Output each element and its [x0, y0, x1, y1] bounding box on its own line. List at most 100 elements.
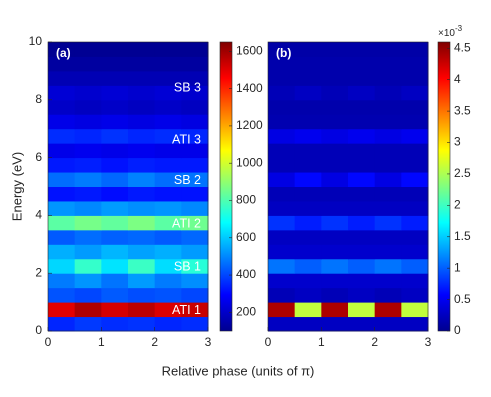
heat-cell	[348, 258, 376, 274]
heat-cell	[181, 229, 209, 245]
heat-cell	[348, 287, 376, 303]
heat-cell	[294, 114, 322, 130]
heat-cell	[268, 56, 296, 72]
heat-cell	[401, 200, 429, 216]
heat-cell	[181, 42, 209, 57]
heat-cell	[401, 229, 429, 245]
heat-cell	[268, 114, 296, 130]
heat-cell	[401, 287, 429, 303]
heat-cell	[321, 42, 349, 57]
heat-cell	[181, 273, 209, 289]
heat-cell	[101, 143, 129, 159]
heat-cell	[128, 128, 156, 144]
heat-cell	[128, 186, 156, 202]
heat-cell	[321, 99, 349, 115]
heat-cell	[181, 56, 209, 72]
colorbar	[219, 41, 233, 332]
heat-cell	[321, 85, 349, 101]
heat-cell	[128, 143, 156, 159]
heat-cell	[401, 70, 429, 86]
heat-cell	[374, 215, 402, 231]
heat-cell	[154, 287, 182, 303]
heat-cell	[154, 99, 182, 115]
heat-cell	[321, 287, 349, 303]
heat-cell	[74, 42, 102, 57]
colorbar	[437, 41, 451, 332]
heat-cell	[181, 287, 209, 303]
heat-cell	[181, 157, 209, 173]
heat-cell	[348, 229, 376, 245]
heat-cell	[74, 215, 102, 231]
heat-cell	[348, 273, 376, 289]
heat-cell	[294, 229, 322, 245]
multiplier-exponent: -3	[455, 24, 463, 33]
heat-cell	[128, 56, 156, 72]
heat-cell	[268, 42, 296, 57]
heat-cell	[294, 302, 322, 318]
heat-cell	[48, 287, 76, 303]
heat-cell	[48, 143, 76, 159]
heat-cell	[401, 143, 429, 159]
heat-cell	[48, 244, 76, 260]
heat-cell	[74, 186, 102, 202]
heat-cell	[401, 128, 429, 144]
heat-cell	[48, 99, 76, 115]
y-tick-label: 4	[35, 208, 42, 222]
heat-cell	[268, 157, 296, 173]
heat-cell	[154, 229, 182, 245]
heat-cell	[128, 316, 156, 332]
heat-cell	[101, 316, 129, 332]
heat-cell	[401, 114, 429, 130]
heat-cell	[74, 316, 102, 332]
heat-cell	[48, 229, 76, 245]
heat-cell	[74, 200, 102, 216]
heat-cell	[128, 42, 156, 57]
heat-cell	[128, 229, 156, 245]
heat-cell	[401, 99, 429, 115]
heat-cell	[154, 273, 182, 289]
heat-cell	[101, 258, 129, 274]
x-tick-label: 2	[371, 335, 378, 349]
heat-cell	[321, 316, 349, 332]
heat-cell	[401, 302, 429, 318]
heat-cell	[348, 56, 376, 72]
heat-cell	[401, 316, 429, 332]
heat-cell	[101, 85, 129, 101]
heat-cell	[374, 42, 402, 57]
heat-cell	[154, 172, 182, 187]
heat-cell	[48, 85, 76, 101]
y-tick-label: 10	[29, 34, 43, 48]
heat-cell	[74, 143, 102, 159]
heat-cell	[294, 186, 322, 202]
heat-cell	[48, 273, 76, 289]
heat-cell	[181, 244, 209, 260]
heat-cell	[374, 172, 402, 187]
heat-cell	[374, 143, 402, 159]
heat-cell	[294, 200, 322, 216]
heat-cell	[181, 128, 209, 144]
heat-cell	[294, 172, 322, 187]
annotation: ATI 2	[172, 216, 201, 230]
y-tick-label: 8	[35, 92, 42, 106]
annotation: SB 2	[174, 173, 201, 187]
heat-cell	[294, 128, 322, 144]
heat-cell	[101, 273, 129, 289]
heat-cell	[294, 244, 322, 260]
heat-cell	[74, 128, 102, 144]
heat-cell	[321, 143, 349, 159]
heat-cell	[101, 128, 129, 144]
heat-cell	[181, 99, 209, 115]
heat-cell	[268, 200, 296, 216]
heat-cell	[401, 258, 429, 274]
heat-cell	[128, 215, 156, 231]
heat-cell	[294, 42, 322, 57]
heat-cell	[154, 215, 182, 231]
heat-cell	[321, 244, 349, 260]
heat-cell	[294, 273, 322, 289]
heat-cell	[374, 128, 402, 144]
heat-cell	[154, 258, 182, 274]
colorbar-tick-label: 3.5	[454, 103, 471, 117]
heat-cell	[374, 186, 402, 202]
colorbar-tick-label: 600	[236, 230, 256, 244]
colorbar-tick-label: 4	[454, 72, 461, 86]
